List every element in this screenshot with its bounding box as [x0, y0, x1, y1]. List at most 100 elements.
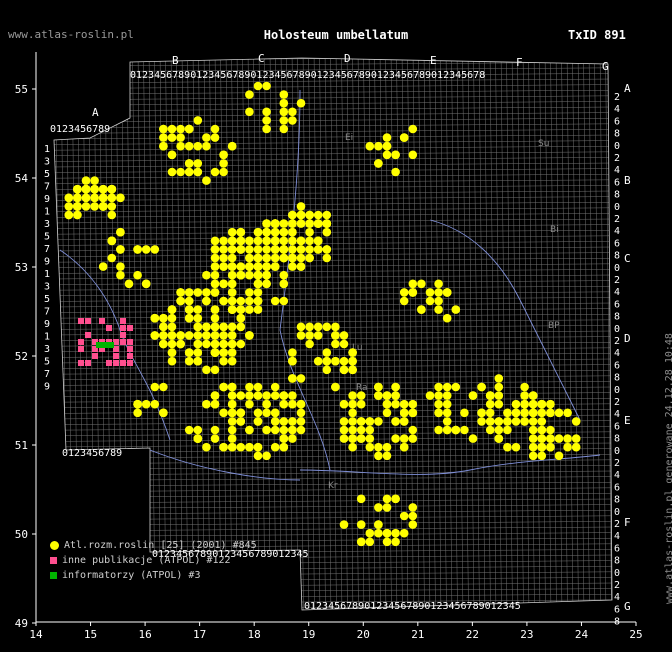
atlas-point [296, 322, 306, 332]
atlas-point [408, 150, 418, 160]
publication-point [85, 332, 91, 338]
atpol-row-digit: 4 [614, 287, 620, 298]
atpol-row-digit: 4 [614, 348, 620, 359]
atlas-point [236, 270, 246, 280]
publication-point [99, 346, 105, 352]
atlas-point [253, 81, 263, 91]
atlas-point [245, 305, 254, 314]
atlas-point [279, 279, 289, 289]
atlas-point [279, 391, 289, 400]
atlas-point [184, 313, 194, 323]
atlas-point [73, 210, 82, 220]
atlas-point [288, 107, 297, 117]
atlas-point [270, 245, 280, 254]
atlas-point [176, 133, 185, 142]
atlas-point [159, 331, 168, 340]
atlas-point [348, 391, 357, 400]
atlas-point [270, 253, 280, 263]
atlas-point [374, 503, 383, 512]
site-url[interactable]: www.atlas-roslin.pl [8, 28, 134, 41]
atlas-point [236, 313, 246, 323]
atpol-row-digit: 0 [614, 507, 620, 518]
atlas-point [253, 382, 263, 392]
atpol-row-digit: 6 [614, 238, 620, 249]
atlas-point [227, 399, 237, 409]
atlas-point [296, 236, 306, 246]
atlas-point [184, 296, 194, 306]
atlas-point [167, 356, 177, 366]
atlas-point [98, 193, 108, 203]
atlas-point [528, 425, 538, 435]
atlas-point [98, 202, 108, 211]
atlas-point [408, 511, 418, 521]
atlas-point [313, 210, 323, 220]
atlas-point [184, 124, 194, 134]
atlas-point [116, 262, 125, 271]
atlas-point [210, 348, 220, 357]
atlas-point [210, 313, 220, 323]
atlas-point [434, 288, 443, 297]
atlas-point [546, 425, 555, 435]
atlas-point [202, 141, 211, 151]
atlas-point [279, 434, 289, 443]
atlas-point [262, 279, 271, 289]
y-tick-label: 55 [15, 83, 28, 96]
atlas-point [227, 305, 237, 314]
river-line [429, 219, 581, 421]
atlas-point [503, 408, 512, 418]
atlas-point [219, 167, 228, 177]
atlas-point [107, 202, 117, 211]
atlas-point [442, 288, 452, 297]
atpol-row-digit: 8 [614, 312, 620, 323]
legend-item-publications: inne publikacje (ATPOL) #122 [50, 555, 231, 566]
atlas-point [374, 451, 383, 461]
atlas-point [442, 417, 452, 426]
atlas-point [245, 391, 254, 400]
atlas-point [202, 331, 211, 340]
y-tick-label: 49 [15, 617, 28, 630]
atlas-point [348, 348, 357, 357]
atlas-point [262, 391, 271, 400]
atlas-point [202, 399, 211, 409]
atlas-point [227, 339, 237, 349]
atpol-row-digit: 6 [614, 177, 620, 188]
atlas-point [322, 227, 332, 237]
atlas-point [236, 236, 246, 246]
atlas-point [442, 391, 452, 400]
atlas-point [399, 528, 409, 538]
y-tick-label: 54 [15, 172, 29, 185]
atlas-point [305, 236, 314, 246]
atlas-point [210, 391, 220, 400]
atlas-point [210, 425, 220, 435]
atlas-point [305, 253, 314, 263]
atlas-point [253, 245, 263, 254]
atlas-point [227, 253, 237, 263]
atlas-point [219, 408, 228, 418]
atlas-point [227, 245, 237, 254]
atlas-point [245, 107, 254, 117]
x-tick-label: 20 [357, 628, 370, 641]
atlas-point [262, 270, 271, 280]
atlas-point [176, 331, 185, 340]
atlas-point [64, 210, 74, 220]
atlas-point [520, 417, 529, 426]
atlas-point [331, 322, 340, 332]
atlas-point [485, 399, 495, 409]
taxon-id: TxID 891 [568, 28, 626, 42]
atlas-point [227, 279, 237, 289]
atlas-point [90, 193, 99, 203]
atlas-point [365, 434, 375, 443]
atlas-point [236, 339, 246, 349]
x-tick-label: 16 [138, 628, 151, 641]
atlas-point [296, 219, 306, 228]
atlas-point [159, 141, 168, 151]
atlas-point [442, 313, 452, 323]
atlas-point [176, 141, 185, 151]
atlas-point [116, 227, 125, 237]
atlas-point [210, 288, 220, 297]
atlas-point [210, 305, 220, 314]
atlas-point [90, 202, 99, 211]
atlas-point [399, 442, 409, 452]
atlas-point [537, 434, 547, 443]
atpol-row-digit: 7 [44, 244, 50, 255]
